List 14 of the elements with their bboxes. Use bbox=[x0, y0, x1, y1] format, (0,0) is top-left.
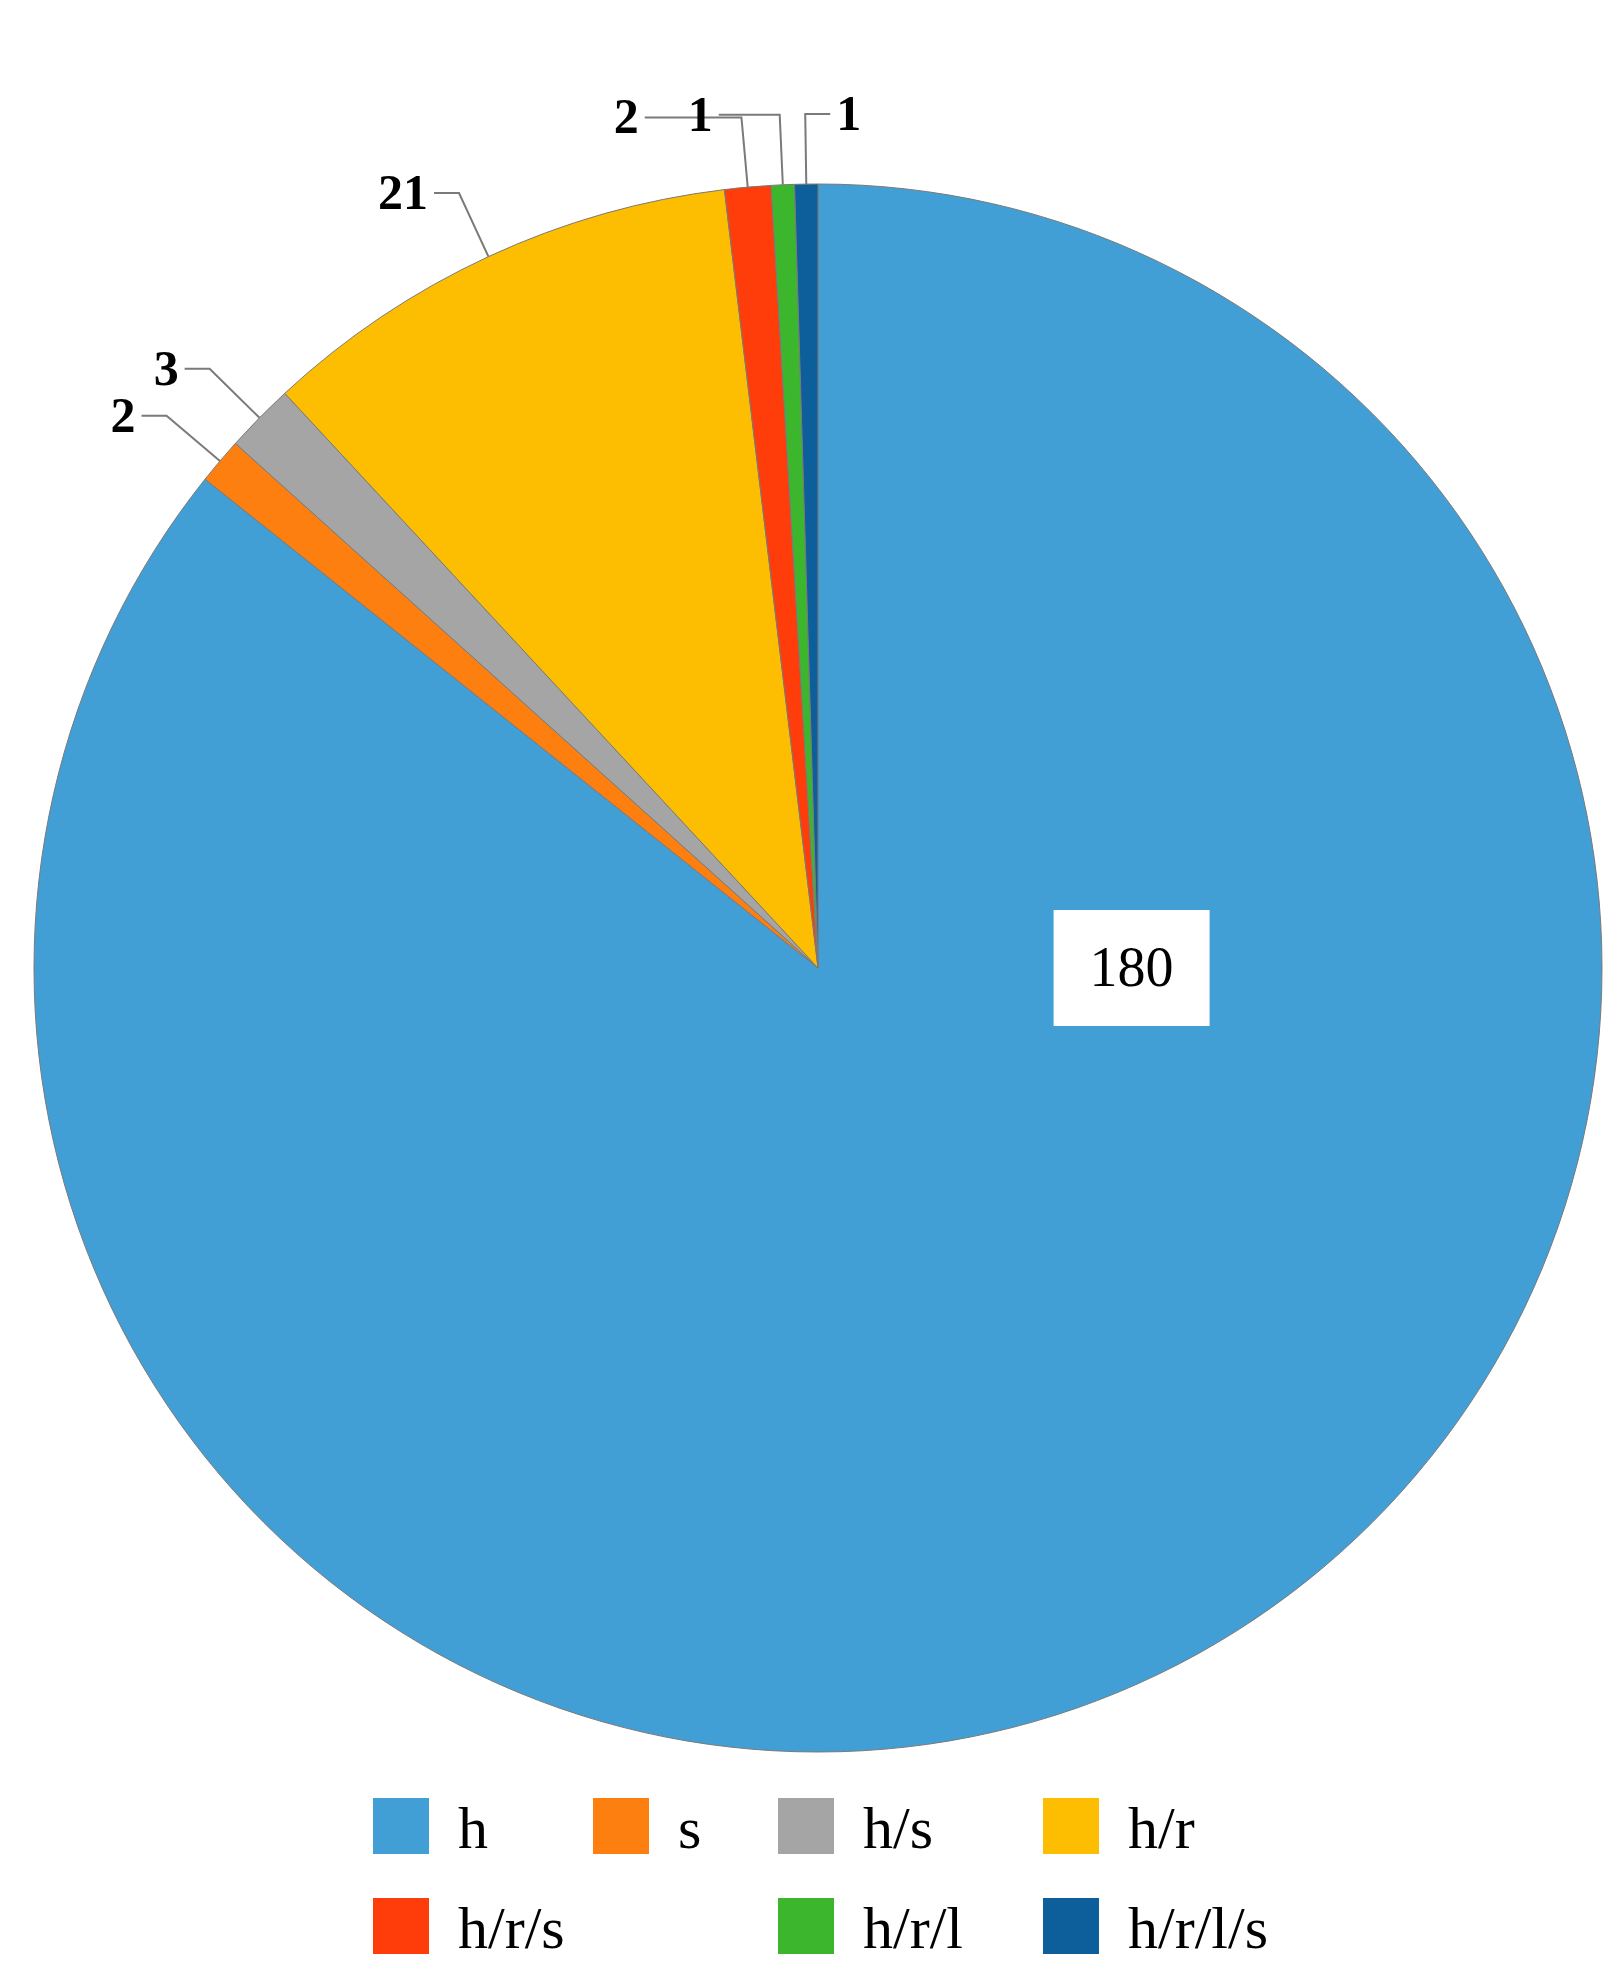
data-label: 2 bbox=[613, 88, 639, 145]
legend-label: h/r/s bbox=[458, 1895, 565, 1961]
data-label: 1 bbox=[836, 85, 862, 142]
data-label: 1 bbox=[687, 85, 713, 142]
data-label: 3 bbox=[153, 339, 179, 396]
data-label: 2 bbox=[110, 386, 136, 443]
data-label: 21 bbox=[378, 164, 429, 221]
legend-label: h/r/l/s bbox=[1128, 1895, 1269, 1961]
legend-label: h/r/l bbox=[863, 1895, 963, 1961]
legend-label: h/r bbox=[1128, 1795, 1195, 1861]
legend-label: s bbox=[678, 1795, 702, 1861]
data-label: 180 bbox=[1089, 936, 1174, 998]
slice-label: h bbox=[458, 1795, 488, 1861]
legend-label: h/s bbox=[863, 1795, 934, 1861]
